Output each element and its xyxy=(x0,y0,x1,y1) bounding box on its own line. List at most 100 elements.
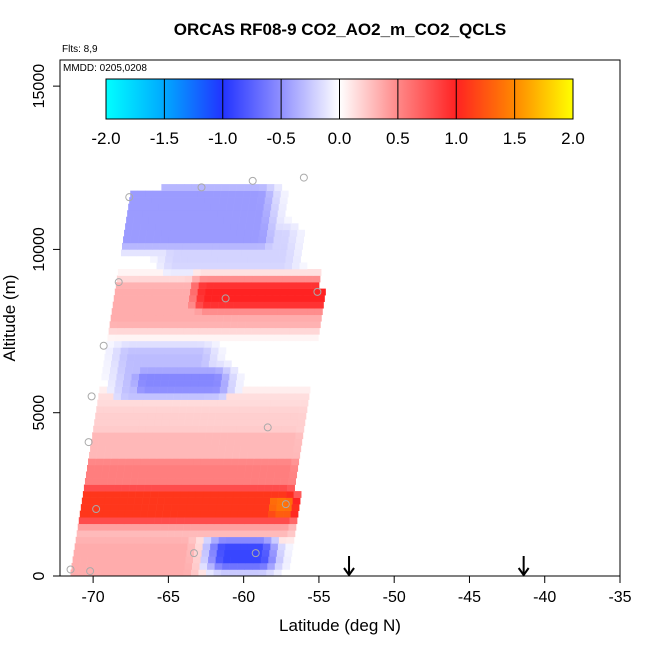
heatmap-cell xyxy=(196,295,205,302)
heatmap-cell xyxy=(115,478,123,485)
heatmap-cell xyxy=(251,517,260,525)
heatmap-cell xyxy=(133,504,142,511)
heatmap-cell xyxy=(179,406,187,414)
heatmap-cell xyxy=(266,425,275,433)
heatmap-cell xyxy=(226,295,235,302)
heatmap-cell xyxy=(227,242,236,250)
heatmap-cell xyxy=(136,530,145,538)
heatmap-cell xyxy=(171,549,180,557)
heatmap-cell xyxy=(307,308,316,316)
heatmap-cell xyxy=(158,491,166,498)
heatmap-cell xyxy=(297,229,306,237)
heatmap-cell xyxy=(187,543,196,551)
heatmap-cell xyxy=(197,478,206,485)
heatmap-cell xyxy=(302,288,311,296)
heatmap-cell xyxy=(244,562,253,570)
heatmap-cell xyxy=(226,484,235,492)
heatmap-cell xyxy=(279,484,288,492)
heatmap-cell xyxy=(229,229,238,237)
heatmap-cell xyxy=(231,504,240,511)
heatmap-cell xyxy=(183,184,192,191)
heatmap-cell xyxy=(213,236,222,244)
sample-point xyxy=(189,549,198,558)
heatmap-cell xyxy=(164,308,173,316)
heatmap-cell xyxy=(273,236,282,244)
heatmap-cell xyxy=(214,419,223,427)
heatmap-cell xyxy=(124,510,133,518)
heatmap-cell xyxy=(158,203,167,211)
heatmap-cell xyxy=(254,406,263,414)
heatmap-cell xyxy=(227,197,235,204)
heatmap-cell xyxy=(166,197,175,204)
heatmap-cell xyxy=(161,517,170,525)
heatmap-cell xyxy=(154,373,162,381)
heatmap-cell xyxy=(122,242,130,250)
heatmap-cell xyxy=(169,373,177,381)
heatmap-cell xyxy=(142,445,151,453)
heatmap-cell xyxy=(250,432,259,440)
heatmap-cell xyxy=(202,497,211,505)
heatmap-cell xyxy=(201,314,209,322)
heatmap-cell xyxy=(101,471,109,479)
heatmap-cell xyxy=(284,308,293,316)
heatmap-cell xyxy=(177,366,186,374)
heatmap-cell xyxy=(139,229,147,237)
heatmap-cell xyxy=(245,412,254,420)
heatmap-cell xyxy=(258,334,266,342)
heatmap-cell xyxy=(265,288,274,296)
heatmap-cell xyxy=(229,562,238,570)
colorbar-tick-label: 1.0 xyxy=(444,129,468,148)
heatmap-cell xyxy=(145,478,153,485)
heatmap-cell xyxy=(283,412,292,420)
heatmap-cell xyxy=(291,269,299,276)
heatmap-cell xyxy=(181,197,190,204)
heatmap-cell xyxy=(247,308,256,316)
heatmap-cell xyxy=(281,471,290,479)
heatmap-cell xyxy=(152,288,161,296)
heatmap-cell xyxy=(116,327,124,335)
heatmap-cell xyxy=(123,236,131,244)
heatmap-cell xyxy=(165,255,173,263)
heatmap-cell xyxy=(251,569,260,576)
heatmap-cell xyxy=(227,530,236,538)
heatmap-cell xyxy=(132,269,141,276)
heatmap-cell xyxy=(202,543,211,551)
heatmap-cell xyxy=(283,458,292,466)
heatmap-cell xyxy=(191,229,200,237)
heatmap-cell xyxy=(155,269,164,276)
heatmap-cell xyxy=(230,223,239,231)
heatmap-cell xyxy=(280,334,289,342)
heatmap-cell xyxy=(82,543,91,551)
heatmap-cell xyxy=(114,288,123,296)
heatmap-cell xyxy=(115,523,124,531)
heatmap-cell xyxy=(204,438,212,446)
heatmap-cell xyxy=(140,269,149,276)
heatmap-cell xyxy=(191,184,200,191)
heatmap-cell xyxy=(109,464,118,472)
heatmap-cell xyxy=(195,347,204,355)
heatmap-cell xyxy=(200,366,209,374)
heatmap-cell xyxy=(164,210,173,218)
heatmap-cell xyxy=(194,308,203,316)
heatmap-cell xyxy=(295,242,303,250)
heatmap-cell xyxy=(264,530,273,538)
heatmap-cell xyxy=(81,549,89,557)
heatmap-cell xyxy=(165,347,174,355)
heatmap-cell xyxy=(263,536,272,544)
heatmap-cell xyxy=(218,536,227,544)
heatmap-cell xyxy=(190,478,199,485)
sample-point xyxy=(197,183,206,192)
heatmap-cell xyxy=(262,399,271,407)
heatmap-cell xyxy=(228,425,237,433)
heatmap-cell xyxy=(159,242,168,250)
heatmap-cell xyxy=(313,269,322,276)
heatmap-cell xyxy=(120,491,129,498)
heatmap-cell xyxy=(97,543,106,551)
sample-point xyxy=(86,567,95,576)
heatmap-cell xyxy=(245,556,254,564)
heatmap-cell xyxy=(296,282,305,289)
heatmap-cell xyxy=(196,438,205,446)
heatmap-cell xyxy=(259,184,268,191)
heatmap-cell xyxy=(101,562,110,570)
heatmap-cell xyxy=(138,569,147,576)
